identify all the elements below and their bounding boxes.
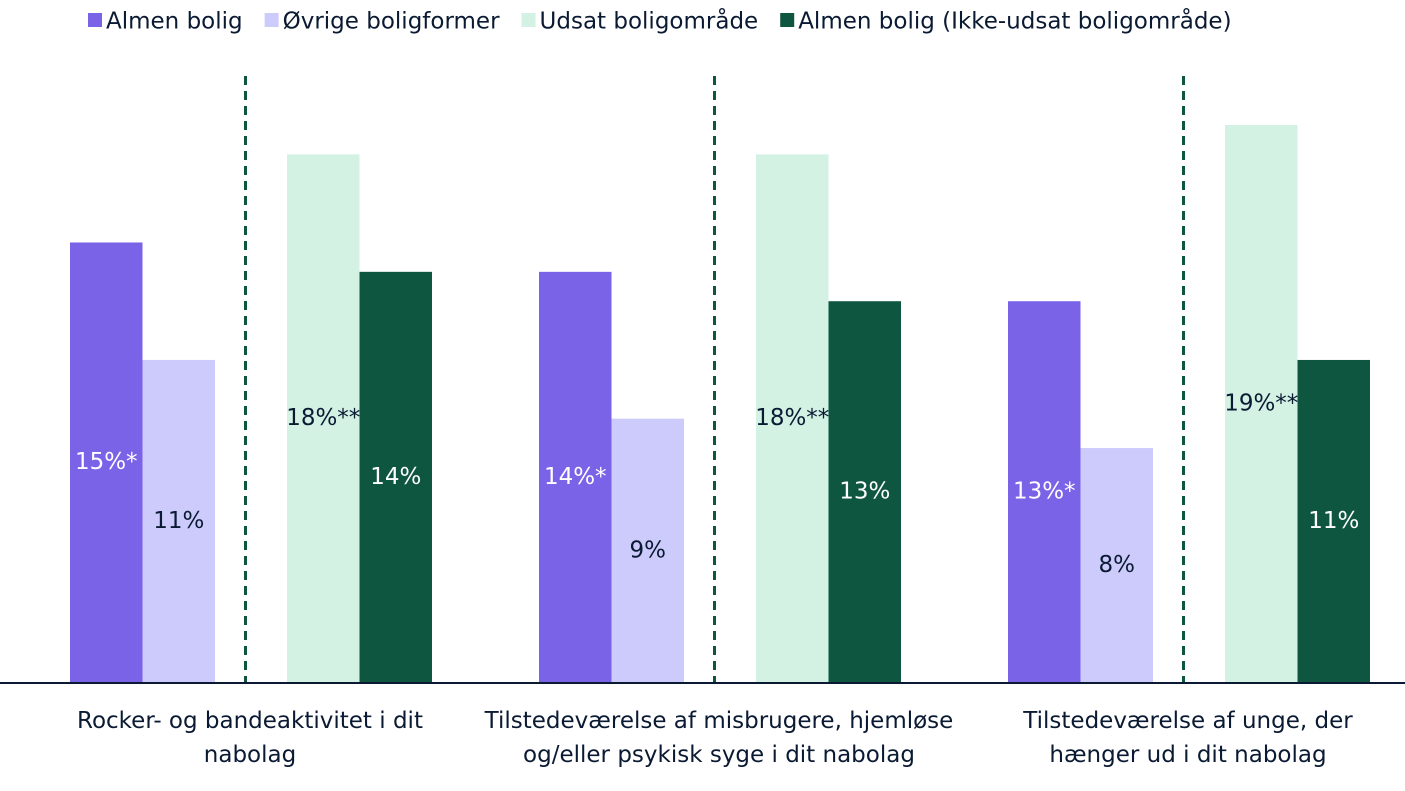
bar: [756, 154, 829, 684]
value-label: 19%**: [1224, 391, 1298, 417]
legend-swatch: [780, 13, 795, 27]
bar: [287, 154, 360, 684]
value-label: 15%*: [75, 449, 138, 475]
value-label: 13%: [839, 479, 890, 505]
value-label: 14%: [370, 464, 421, 490]
value-label: 14%*: [544, 464, 607, 490]
legend-label: Øvrige boligformer: [283, 9, 500, 35]
value-label: 11%: [153, 508, 204, 534]
legend-swatch: [88, 13, 102, 27]
bar: [70, 242, 143, 683]
value-label: 13%*: [1013, 479, 1076, 505]
bar: [359, 271, 432, 683]
x-tick-label: Tilstedeværelse af unge, der hænger ud i…: [1023, 708, 1353, 768]
bar: [611, 418, 684, 683]
bar: [1080, 448, 1153, 683]
legend-label: Almen bolig: [106, 9, 243, 35]
value-label: 18%**: [755, 405, 829, 431]
legend-swatch: [264, 13, 279, 27]
legend-swatch: [521, 13, 536, 27]
bar: [1225, 125, 1298, 683]
legend-label: Almen bolig (Ikke-udsat boligområde): [798, 7, 1231, 35]
value-label: 9%: [630, 537, 667, 563]
bar: [1297, 359, 1370, 683]
value-label: 11%: [1308, 508, 1359, 534]
bar: [1008, 301, 1081, 683]
x-tick-label: Rocker- og bandeaktivitet i dit nabolag: [77, 708, 423, 768]
bar: [539, 271, 612, 683]
value-label: 18%**: [286, 405, 360, 431]
x-tick-label: Tilstedeværelse af misbrugere, hjemløse …: [484, 708, 954, 768]
legend-label: Udsat boligområde: [540, 7, 759, 35]
bar: [828, 301, 901, 683]
value-label: 8%: [1099, 552, 1136, 578]
bar: [142, 359, 215, 683]
